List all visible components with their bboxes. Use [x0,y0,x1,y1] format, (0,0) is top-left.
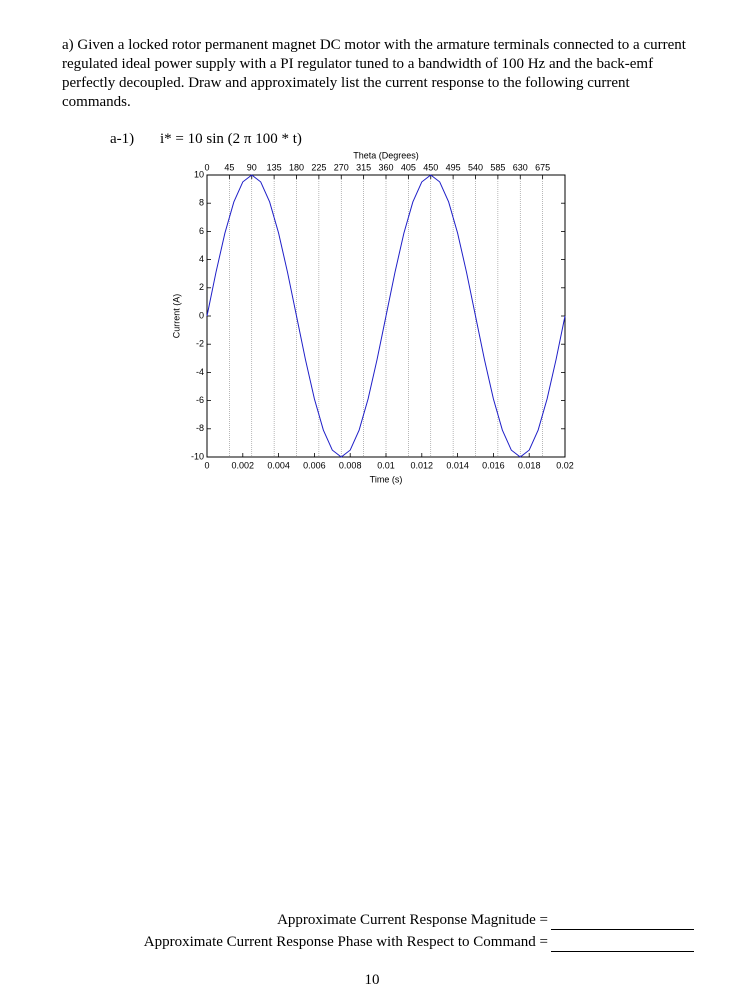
x2-tick-label: 630 [513,162,528,172]
x-axis-title: Time (s) [370,474,403,484]
x2-tick-label: 270 [334,162,349,172]
x2-tick-label: 675 [535,162,550,172]
x-tick-label: 0.02 [556,460,574,470]
x2-axis-title: Theta (Degrees) [353,150,419,160]
x2-tick-label: 315 [356,162,371,172]
x2-tick-label: 540 [468,162,483,172]
x2-tick-label: 135 [267,162,282,172]
answer-blank [551,951,694,952]
x-tick-label: 0 [204,460,209,470]
x2-tick-label: 495 [446,162,461,172]
phase-prompt: Approximate Current Response Phase with … [143,934,548,950]
y-tick-label: -2 [196,339,204,349]
item-label: a-1) [110,131,135,147]
y-axis-title: Current (A) [171,294,181,339]
y-tick-label: 10 [194,169,204,179]
y-tick-label: -8 [196,423,204,433]
x2-tick-label: 90 [247,162,257,172]
answer-blank [551,929,694,930]
y-tick-label: 6 [199,226,204,236]
x2-tick-label: 180 [289,162,304,172]
y-tick-label: -10 [191,451,204,461]
x2-tick-label: 0 [204,162,209,172]
x-tick-label: 0.014 [446,460,469,470]
x-tick-label: 0.016 [482,460,505,470]
y-tick-label: -4 [196,367,204,377]
magnitude-prompt: Approximate Current Response Magnitude = [277,912,548,928]
x-tick-label: 0.018 [518,460,541,470]
y-tick-label: 8 [199,198,204,208]
x-tick-label: 0.006 [303,460,326,470]
x-tick-label: 0.01 [377,460,395,470]
x-tick-label: 0.008 [339,460,362,470]
equation: i* = 10 sin (2 π 100 * t) [160,131,302,147]
page-number: 10 [364,972,380,988]
x2-tick-label: 585 [490,162,505,172]
x-tick-label: 0.004 [267,460,290,470]
data-line [206,174,566,458]
y-tick-label: 4 [199,254,204,264]
x2-tick-label: 360 [378,162,393,172]
y-tick-label: 0 [199,310,204,320]
x-tick-label: 0.012 [411,460,434,470]
y-tick-label: 2 [199,282,204,292]
y-tick-label: -6 [196,395,204,405]
x-tick-label: 0.002 [232,460,255,470]
x2-tick-label: 450 [423,162,438,172]
paragraph: a) Given a locked rotor permanent magnet… [62,37,686,110]
x2-tick-label: 225 [311,162,326,172]
x2-tick-label: 405 [401,162,416,172]
x2-tick-label: 45 [224,162,234,172]
